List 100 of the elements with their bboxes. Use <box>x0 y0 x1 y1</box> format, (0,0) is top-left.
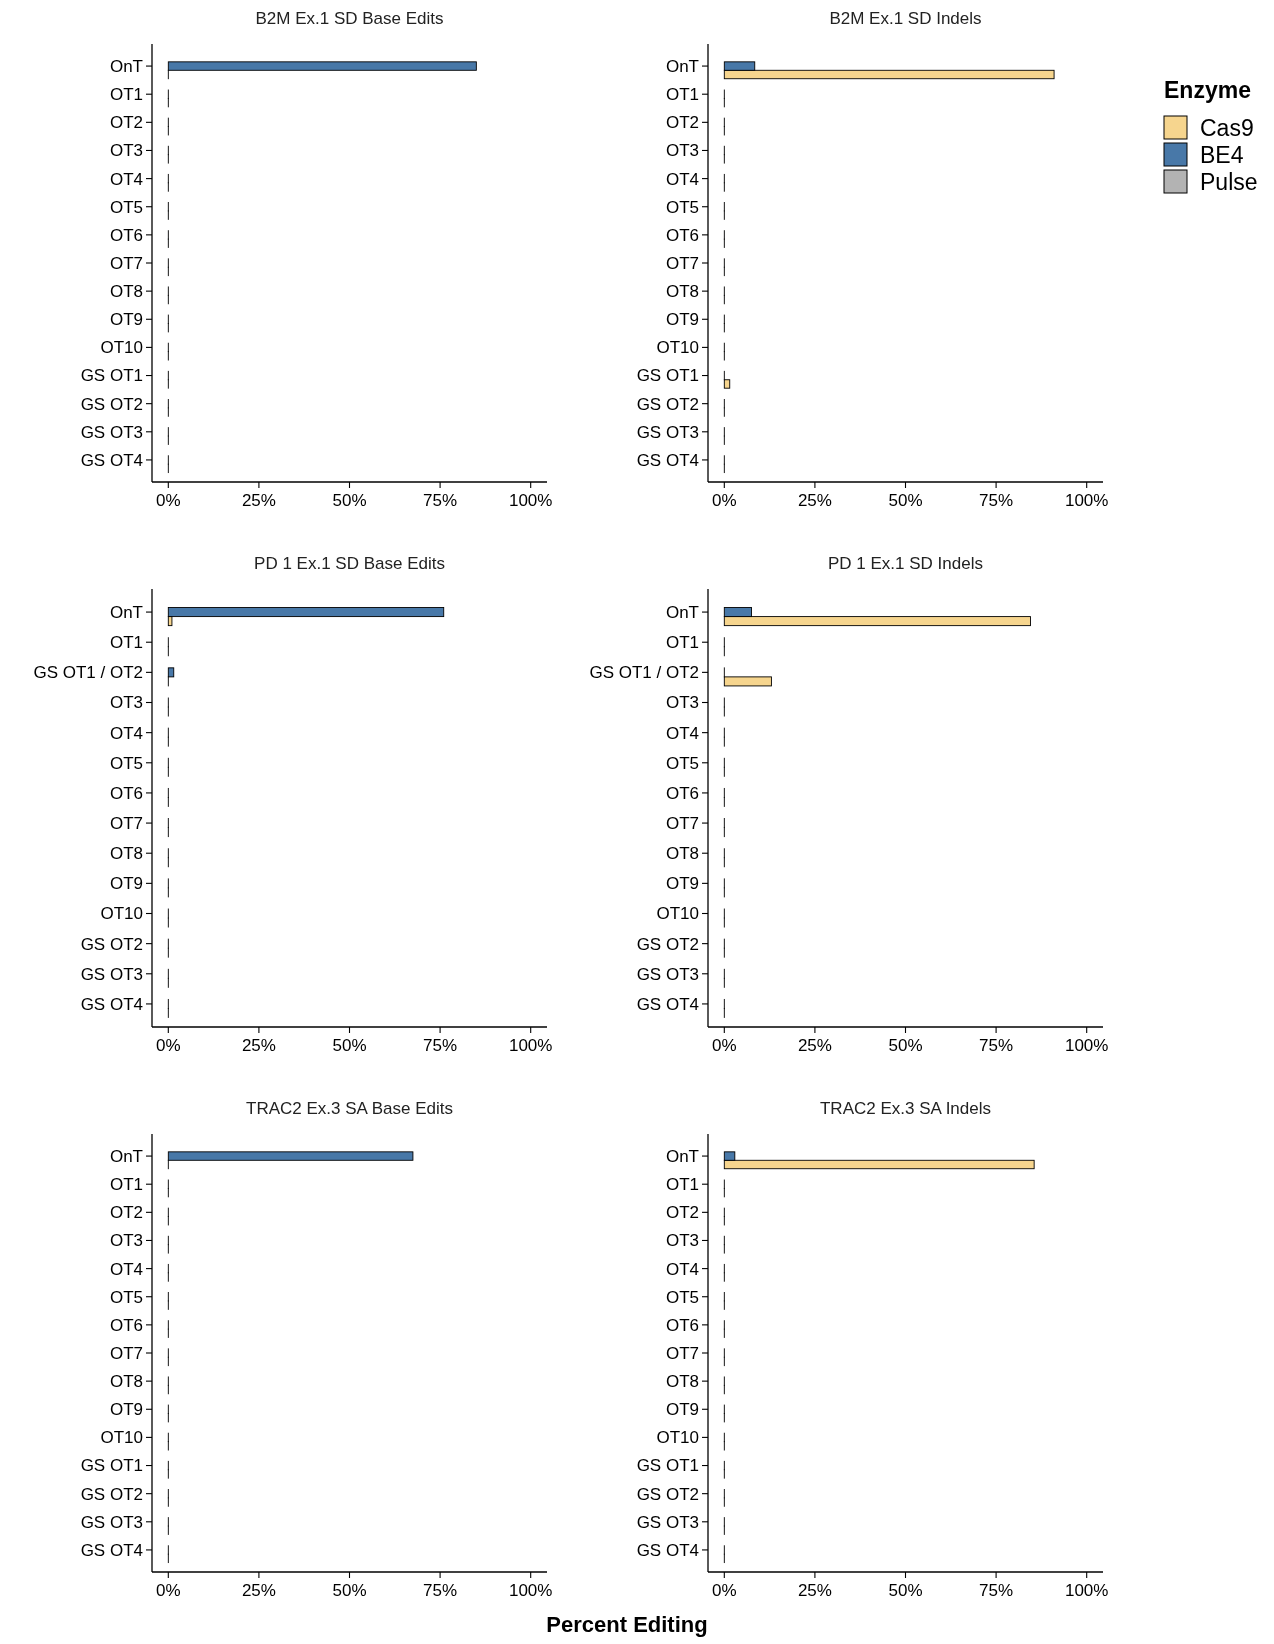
y-tick-label: OT1 <box>665 633 699 653</box>
y-tick-label: OT1 <box>665 1175 699 1195</box>
y-tick-label: OT9 <box>109 874 143 894</box>
y-tick-label: OT4 <box>665 1259 699 1279</box>
y-tick-label: OT6 <box>665 225 699 245</box>
y-tick-label: GS OT1 / OT2 <box>589 663 699 683</box>
y-tick-label: GS OT3 <box>80 422 143 442</box>
x-tick-label: 100% <box>1064 1581 1109 1600</box>
y-tick-label: OT10 <box>100 904 143 924</box>
y-tick-label: OT1 <box>665 85 699 105</box>
y-tick-label: GS OT3 <box>80 1512 143 1532</box>
y-tick-label: OT10 <box>656 1428 699 1448</box>
y-tick-label: OnT <box>665 1147 699 1167</box>
y-tick-label: OT7 <box>109 1343 143 1363</box>
x-tick-label: 50% <box>332 1581 367 1600</box>
y-tick-label: OT2 <box>665 113 699 133</box>
y-tick-label: OT4 <box>109 1259 143 1279</box>
y-tick-label: OT3 <box>109 693 143 713</box>
y-tick-label: OT4 <box>109 723 143 743</box>
y-tick-label: OT9 <box>665 1400 699 1420</box>
x-tick-label: 100% <box>508 1036 553 1055</box>
y-tick-label: OT6 <box>109 225 143 245</box>
x-tick-label: 0% <box>156 1036 181 1055</box>
y-tick-label: OT8 <box>665 1372 699 1392</box>
y-tick-label: OT10 <box>656 338 699 358</box>
x-tick-label: 100% <box>508 1581 553 1600</box>
x-tick-label: 75% <box>423 1581 458 1600</box>
y-tick-label: GS OT2 <box>80 934 143 954</box>
y-tick-label: OT6 <box>665 783 699 803</box>
y-tick-label: OT7 <box>109 814 143 834</box>
x-tick-label: 100% <box>1064 491 1109 510</box>
chart-title: PD 1 Ex.1 SD Base Edits <box>254 554 445 573</box>
y-tick-label: GS OT2 <box>80 394 143 414</box>
y-tick-label: GS OT1 <box>80 366 143 386</box>
y-tick-label: GS OT1 <box>636 366 699 386</box>
x-tick-label: 25% <box>797 1036 832 1055</box>
y-tick-label: GS OT3 <box>80 964 143 984</box>
chart-title: TRAC2 Ex.3 SA Indels <box>819 1099 992 1118</box>
y-tick-label: GS OT4 <box>636 994 699 1014</box>
legend-title: Enzyme <box>1164 77 1251 103</box>
legend-label: Pulse <box>1200 169 1258 196</box>
y-tick-label: GS OT3 <box>636 1512 699 1532</box>
y-tick-label: OT8 <box>109 1372 143 1392</box>
chart-title: PD 1 Ex.1 SD Indels <box>828 554 983 573</box>
y-tick-label: OT4 <box>109 169 143 189</box>
legend-label: Cas9 <box>1200 115 1254 142</box>
x-tick-label: 0% <box>156 1581 181 1600</box>
y-tick-label: GS OT1 / OT2 <box>33 663 143 683</box>
y-tick-label: OT4 <box>665 169 699 189</box>
y-tick-label: OT9 <box>665 310 699 330</box>
y-tick-label: GS OT4 <box>80 450 143 470</box>
x-tick-label: 0% <box>156 491 181 510</box>
y-tick-label: OT7 <box>665 253 699 273</box>
y-tick-label: OT8 <box>665 844 699 864</box>
y-tick-label: OnT <box>665 57 699 77</box>
chart-title: B2M Ex.1 SD Base Edits <box>255 9 444 28</box>
y-tick-label: OnT <box>109 1147 143 1167</box>
y-tick-label: OT10 <box>656 904 699 924</box>
legend-label: BE4 <box>1200 142 1244 169</box>
x-tick-label: 75% <box>979 491 1014 510</box>
y-tick-label: OT2 <box>109 1203 143 1223</box>
y-tick-label: OT7 <box>665 1343 699 1363</box>
x-tick-label: 50% <box>332 1036 367 1055</box>
y-tick-label: OT1 <box>109 633 143 653</box>
y-tick-label: OT5 <box>109 753 143 773</box>
y-tick-label: OT1 <box>109 1175 143 1195</box>
x-tick-label: 50% <box>888 491 923 510</box>
x-tick-label: 0% <box>712 1581 737 1600</box>
y-tick-label: OT3 <box>109 141 143 161</box>
y-tick-label: OT6 <box>665 1315 699 1335</box>
y-tick-label: GS OT4 <box>636 450 699 470</box>
x-tick-label: 50% <box>888 1036 923 1055</box>
y-tick-label: GS OT2 <box>636 934 699 954</box>
y-tick-label: GS OT1 <box>636 1456 699 1476</box>
x-tick-label: 50% <box>332 491 367 510</box>
y-tick-label: GS OT4 <box>80 994 143 1014</box>
x-tick-label: 0% <box>712 491 737 510</box>
y-tick-label: OnT <box>109 603 143 623</box>
y-tick-label: OT5 <box>109 1287 143 1307</box>
y-tick-label: OT3 <box>665 693 699 713</box>
y-tick-label: OT2 <box>665 1203 699 1223</box>
x-tick-label: 25% <box>797 491 832 510</box>
x-tick-label: 75% <box>423 491 458 510</box>
y-tick-label: OT5 <box>665 1287 699 1307</box>
x-tick-label: 100% <box>1064 1036 1109 1055</box>
x-tick-label: 0% <box>712 1036 737 1055</box>
y-tick-label: GS OT2 <box>80 1484 143 1504</box>
x-tick-label: 25% <box>241 491 276 510</box>
x-tick-label: 25% <box>797 1581 832 1600</box>
y-tick-label: OT9 <box>109 1400 143 1420</box>
x-tick-label: 25% <box>241 1581 276 1600</box>
y-tick-label: GS OT2 <box>636 394 699 414</box>
y-tick-label: OT8 <box>109 282 143 302</box>
x-tick-label: 75% <box>423 1036 458 1055</box>
y-tick-label: OnT <box>665 603 699 623</box>
y-tick-label: OT4 <box>665 723 699 743</box>
y-tick-label: OT2 <box>109 113 143 133</box>
y-tick-label: OT1 <box>109 85 143 105</box>
chart-title: B2M Ex.1 SD Indels <box>829 9 982 28</box>
y-tick-label: OnT <box>109 57 143 77</box>
